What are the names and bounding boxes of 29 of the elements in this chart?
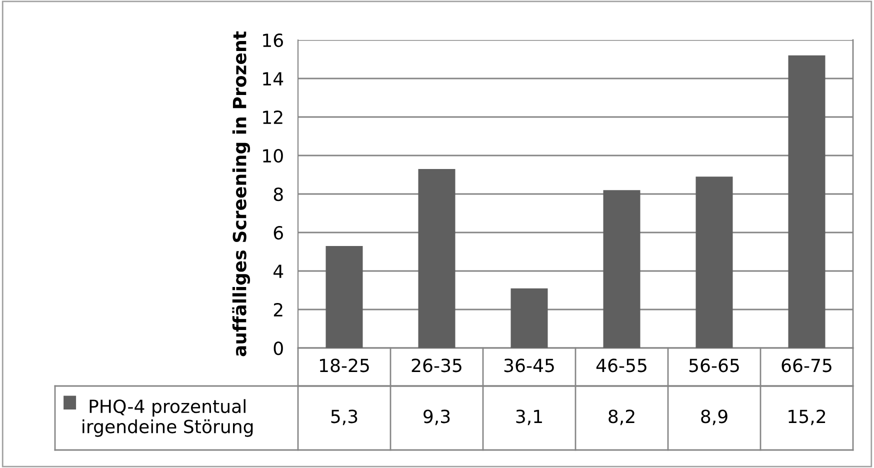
- x-tick-label: 26-35: [412, 358, 462, 372]
- bar: [326, 246, 363, 348]
- y-tick-label: 14: [263, 72, 284, 86]
- data-label: 15,2: [788, 410, 826, 426]
- bar: [696, 176, 733, 348]
- x-tick-label: 66-75: [782, 358, 832, 372]
- data-label: 8,2: [608, 410, 634, 426]
- bar: [510, 288, 548, 348]
- y-tick-label: 2: [274, 302, 282, 316]
- x-tick-label: 46-55: [596, 358, 646, 372]
- x-tick-label: 36-45: [504, 358, 554, 372]
- y-tick-label: 0: [274, 341, 283, 356]
- data-label: 5,3: [331, 410, 358, 426]
- bar: [788, 55, 826, 348]
- bar: [418, 168, 456, 348]
- data-label: 9,3: [424, 410, 450, 426]
- x-tick-label: 56-65: [689, 358, 739, 372]
- y-tick-label: 12: [263, 110, 282, 124]
- y-tick-label: 4: [274, 264, 284, 278]
- bar: [603, 190, 640, 348]
- y-tick-label: 6: [274, 226, 283, 240]
- legend-label: PHQ-4 prozentual irgendeine Störung: [82, 399, 253, 437]
- x-tick-label: 18-25: [320, 358, 369, 372]
- y-tick-label: 16: [263, 33, 283, 48]
- y-axis-title: auffälliges Screening in Prozent: [232, 31, 250, 356]
- data-label: 8,9: [701, 410, 728, 426]
- data-label: 3,1: [516, 410, 542, 426]
- y-tick-label: 8: [274, 187, 283, 202]
- y-tick-label: 10: [263, 148, 283, 163]
